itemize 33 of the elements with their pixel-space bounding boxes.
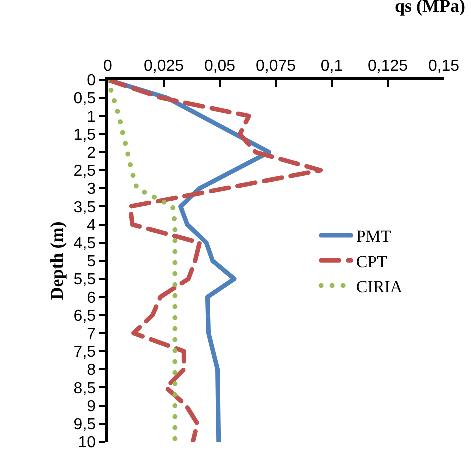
y-tick-label: 6,5 [74, 308, 96, 325]
y-tick-label: 5,5 [74, 272, 96, 289]
y-tick-label: 7,5 [74, 344, 96, 362]
y-tick-label: 3 [87, 181, 96, 198]
x-tick-label: 0,025 [144, 58, 184, 75]
y-tick-label: 9,5 [74, 416, 96, 434]
y-tick-label: 1,5 [74, 126, 96, 144]
legend-label: CPT [356, 252, 388, 272]
y-tick-label: 10 [78, 434, 96, 452]
x-tick-label: 0,05 [204, 58, 236, 75]
y-tick-label: 0 [87, 72, 96, 90]
x-tick-label: 0,1 [320, 58, 344, 75]
y-tick-label: 8,5 [74, 380, 96, 398]
legend-label: CIRIA [356, 277, 404, 296]
y-tick-label: 2 [87, 145, 96, 162]
x-tick-label: 0,075 [256, 58, 296, 75]
y-tick-label: 9 [87, 398, 96, 416]
y-tick-label: 4,5 [74, 236, 96, 252]
line-series [108, 80, 324, 442]
y-tick-label: 2,5 [74, 163, 96, 180]
x-tick-label: 0 [104, 58, 113, 75]
legend-label: PMT [356, 227, 392, 246]
y-axis-title: Depth (m) [47, 222, 67, 300]
y-tick-label: 5 [87, 254, 96, 271]
y-tick-label: 7 [87, 326, 96, 343]
y-tick-label: 8 [87, 362, 96, 380]
x-tick-label: 0,125 [368, 58, 408, 75]
x-tick-label: 0,15 [428, 58, 460, 75]
y-tick-label: 1 [87, 108, 96, 126]
y-tick-label: 3,5 [74, 199, 96, 216]
y-tick-label: 0,5 [74, 90, 96, 108]
y-tick-label: 6 [87, 290, 96, 307]
y-tick-label: 4 [87, 217, 96, 234]
